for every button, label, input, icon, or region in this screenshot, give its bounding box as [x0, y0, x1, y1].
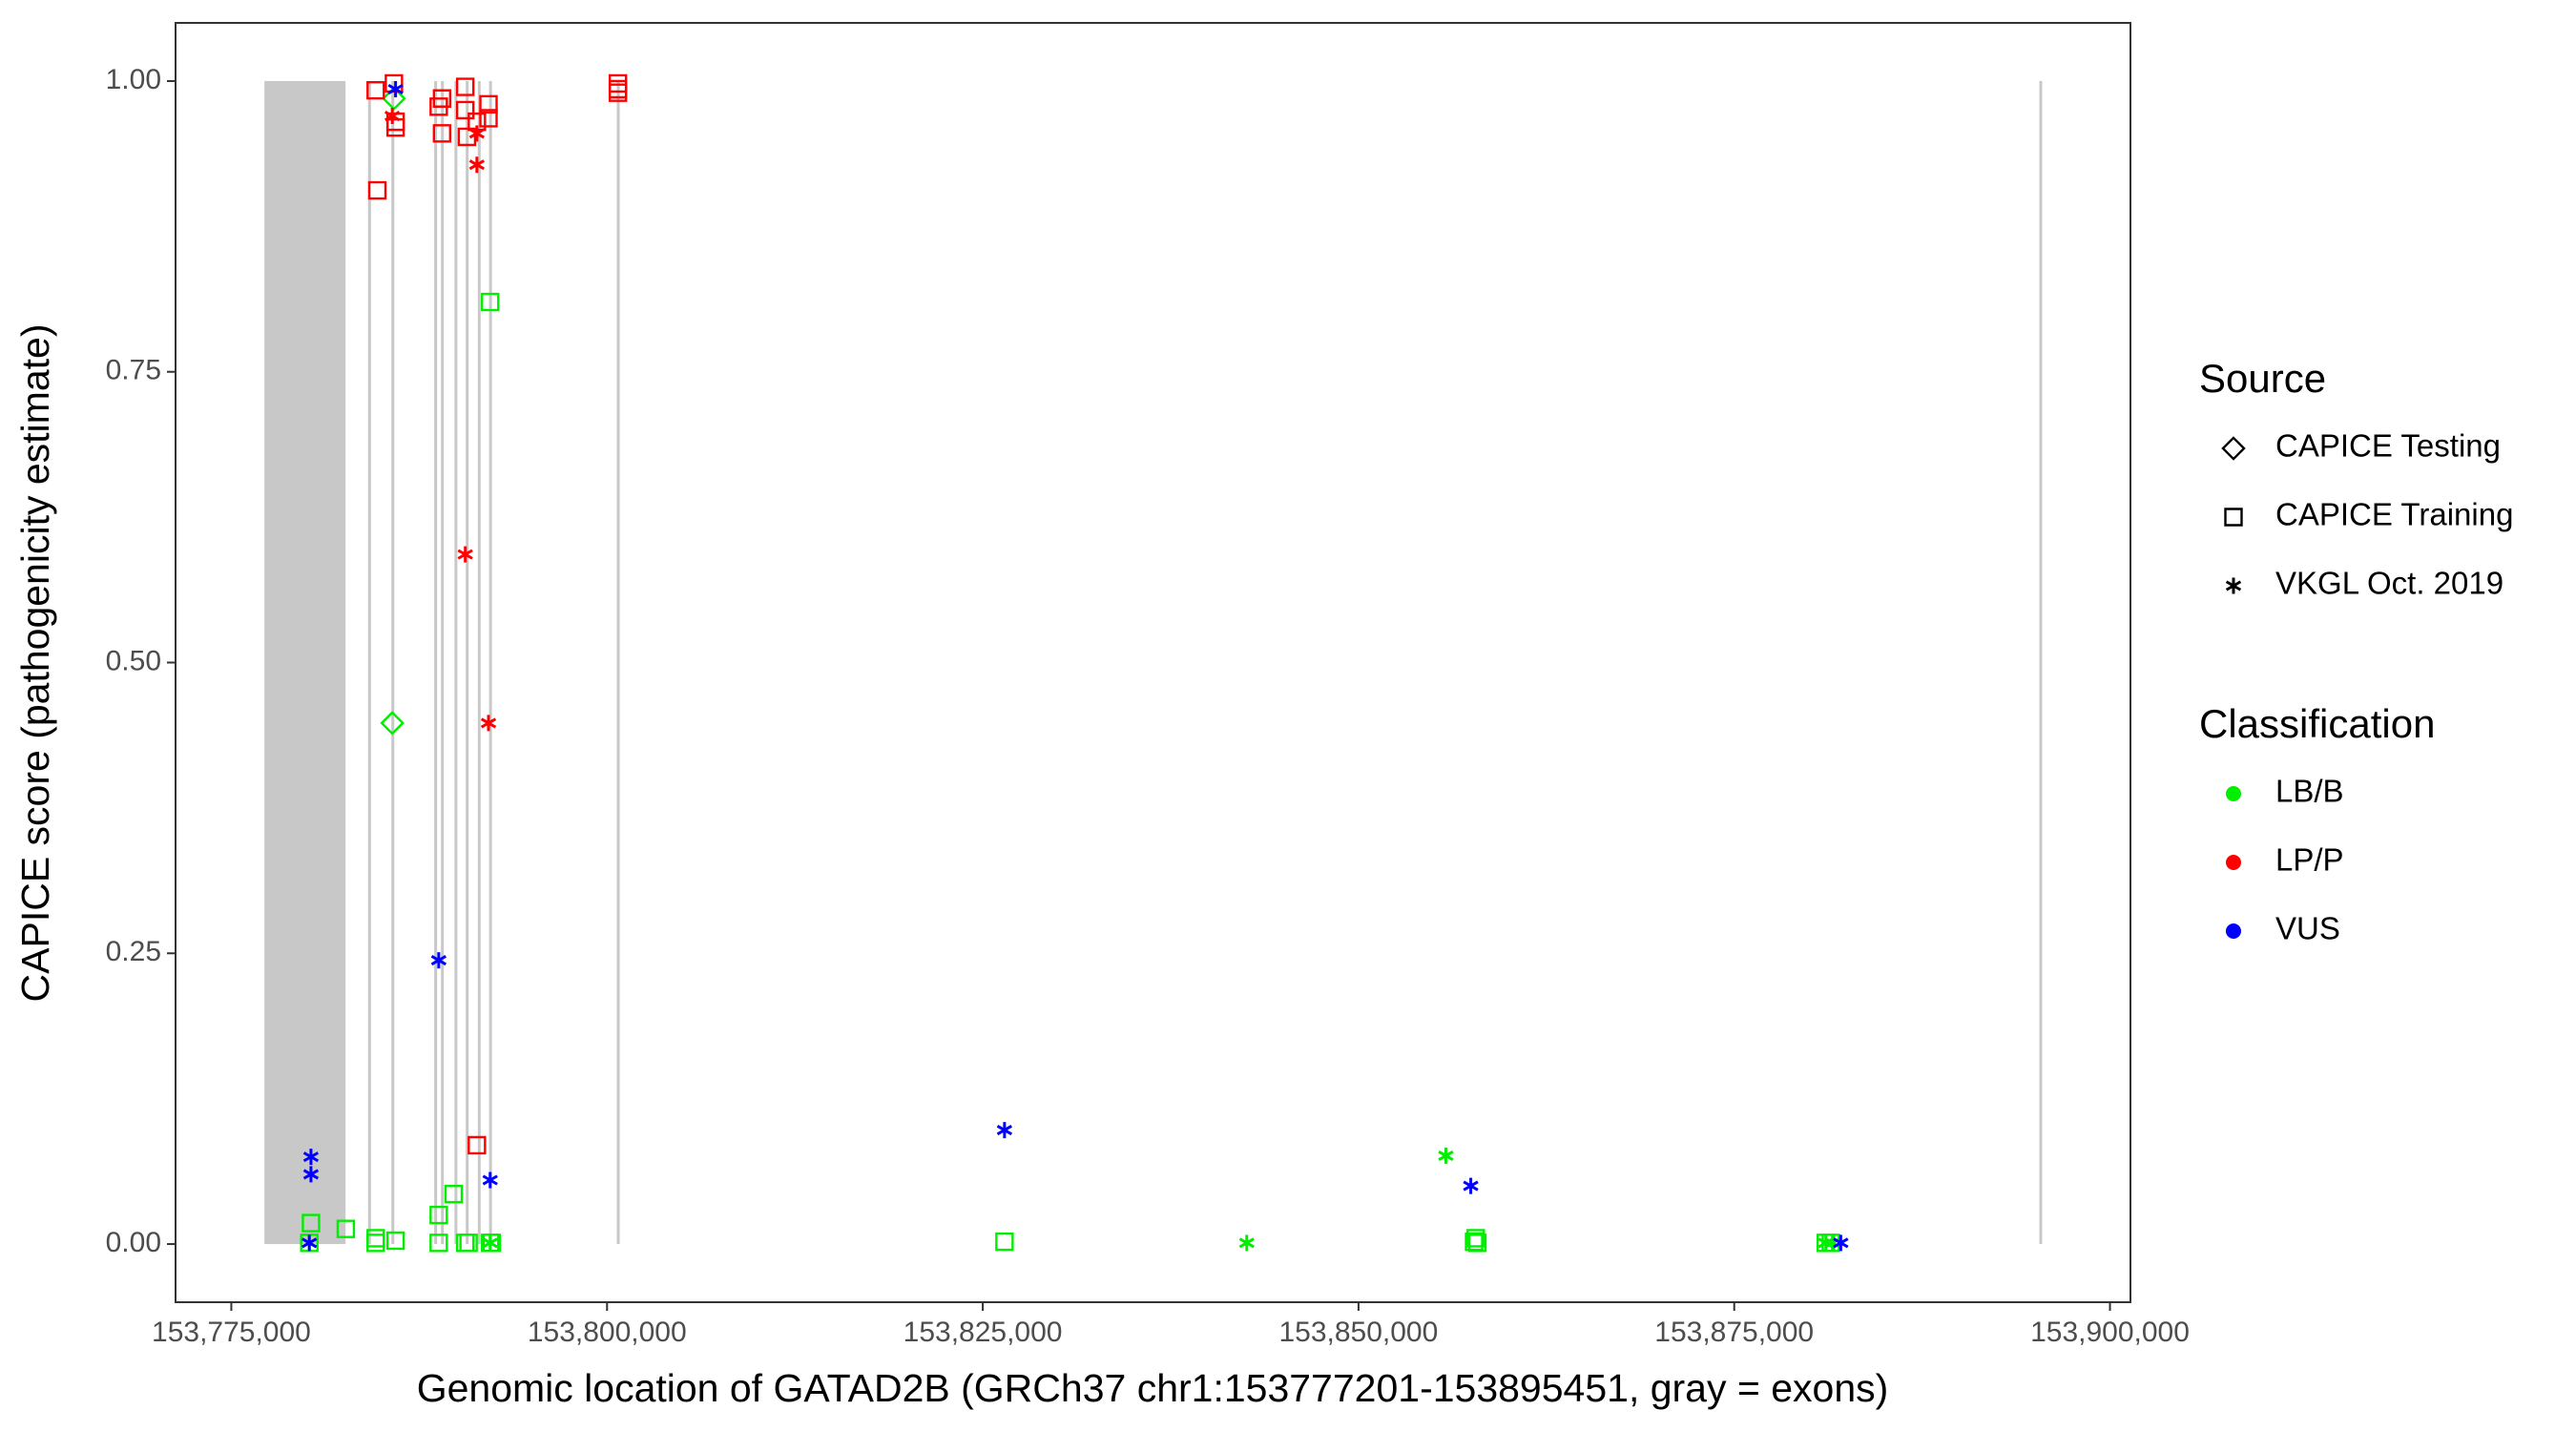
legend-label: CAPICE Testing	[2275, 428, 2501, 464]
point	[367, 180, 387, 200]
point	[302, 1149, 320, 1166]
point	[482, 1172, 498, 1189]
x-tick-label: 153,800,000	[528, 1317, 687, 1348]
point	[429, 97, 448, 116]
point	[429, 1234, 448, 1253]
point	[479, 109, 498, 128]
legend-label: LB/B	[2275, 774, 2344, 809]
point	[366, 1234, 385, 1253]
point	[336, 1219, 356, 1238]
point	[995, 1232, 1014, 1252]
point	[1463, 1177, 1479, 1194]
exon	[367, 80, 371, 1245]
legend-label: VUS	[2275, 911, 2340, 946]
point	[996, 1122, 1013, 1139]
point	[300, 1234, 319, 1253]
point	[482, 1234, 498, 1252]
point	[301, 1213, 321, 1233]
legend-key	[2225, 577, 2242, 594]
point	[1466, 1229, 1485, 1248]
plot-border	[175, 22, 2131, 1303]
point	[385, 1231, 405, 1251]
point	[1465, 1232, 1484, 1252]
point	[432, 124, 452, 143]
y-tick-label: 1.00	[106, 64, 161, 95]
legend-key	[2224, 508, 2243, 527]
point	[1238, 1234, 1255, 1252]
point	[1833, 1234, 1849, 1252]
x-tick-label: 153,875,000	[1654, 1317, 1814, 1348]
y-tick-label: 0.00	[106, 1227, 161, 1258]
exon	[616, 80, 620, 1245]
point	[380, 711, 405, 736]
point	[301, 1234, 318, 1252]
legend-key	[2226, 923, 2241, 939]
exon	[454, 80, 458, 1245]
point	[384, 108, 401, 125]
point	[481, 292, 500, 312]
point	[1467, 1234, 1487, 1253]
legend-label: CAPICE Training	[2275, 497, 2513, 532]
exon	[441, 80, 445, 1245]
plot-panel	[176, 23, 2130, 1302]
exon	[391, 80, 395, 1245]
point	[432, 89, 452, 108]
point	[430, 952, 447, 969]
point	[468, 125, 485, 142]
y-tick-label: 0.75	[106, 355, 161, 386]
point	[457, 546, 473, 563]
point	[608, 79, 628, 99]
point	[429, 1205, 448, 1225]
x-tick-label: 153,850,000	[1278, 1317, 1438, 1348]
point	[467, 1135, 487, 1155]
legend-title: Source	[2199, 356, 2326, 401]
y-tick-label: 0.25	[106, 936, 161, 967]
x-axis-title: Genomic location of GATAD2B (GRCh37 chr1…	[417, 1366, 1889, 1410]
x-tick-label: 153,775,000	[152, 1317, 311, 1348]
legend-label: LP/P	[2275, 842, 2344, 878]
exon	[434, 80, 438, 1245]
exon	[264, 80, 346, 1245]
point	[387, 80, 404, 97]
x-tick-label: 153,900,000	[2030, 1317, 2190, 1348]
exon	[488, 80, 492, 1245]
point	[468, 156, 485, 174]
exon	[2039, 80, 2043, 1245]
legend-label: VKGL Oct. 2019	[2275, 566, 2503, 601]
point	[455, 77, 475, 96]
legend-key	[2226, 786, 2241, 801]
point	[302, 1166, 320, 1183]
legend-key	[2221, 436, 2246, 461]
legend-key	[2226, 855, 2241, 870]
point	[455, 100, 475, 120]
point	[480, 715, 497, 732]
y-axis-title: CAPICE score (pathogenicity estimate)	[13, 324, 57, 1003]
x-tick-label: 153,825,000	[904, 1317, 1063, 1348]
point	[1438, 1147, 1454, 1164]
legend-title: Classification	[2199, 701, 2435, 746]
point	[459, 1234, 478, 1253]
exon	[477, 80, 481, 1245]
point	[366, 81, 385, 100]
y-tick-label: 0.50	[106, 645, 161, 676]
exon	[466, 80, 469, 1245]
point	[444, 1184, 464, 1204]
point	[382, 86, 406, 111]
